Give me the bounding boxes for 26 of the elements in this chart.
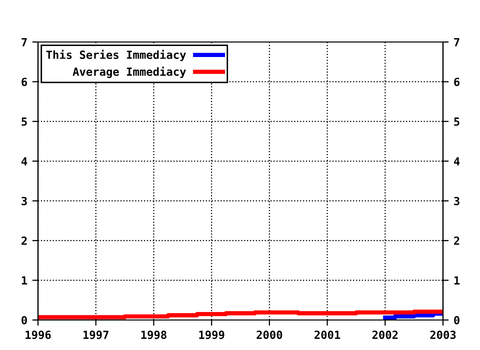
y2-tick-label: 7 (454, 38, 460, 46)
x-tick-label: 1996 (26, 330, 51, 340)
x-tick-label: 2003 (430, 330, 456, 340)
x-tick-label: 2000 (256, 330, 282, 340)
y-tick-label: 7 (22, 38, 27, 46)
y-tick-label: 0 (22, 316, 27, 324)
y2-tick-label: 4 (454, 157, 460, 166)
y2-tick-label: 0 (454, 316, 460, 324)
legend-label: Average Immediacy (72, 66, 186, 78)
y2-tick-label: 1 (454, 276, 460, 285)
y-tick-label: 1 (22, 276, 28, 285)
y-tick-label: 2 (22, 236, 27, 245)
x-tick-label: 2002 (372, 330, 398, 340)
y2-tick-label: 6 (454, 78, 460, 86)
x-tick-label: 1999 (199, 330, 224, 340)
x-tick-label: 1997 (84, 330, 108, 340)
x-tick-label: 2001 (314, 330, 340, 340)
y2-tick-label: 5 (454, 118, 460, 126)
y-tick-label: 6 (22, 78, 27, 86)
y2-tick-label: 3 (454, 196, 460, 206)
y-tick-label: 5 (22, 118, 27, 126)
legend-label: This Series Immediacy (46, 50, 186, 62)
y-tick-label: 4 (21, 157, 28, 166)
y-tick-label: 3 (22, 196, 27, 206)
x-tick-label: 1998 (141, 330, 166, 340)
y2-tick-label: 2 (454, 236, 460, 245)
